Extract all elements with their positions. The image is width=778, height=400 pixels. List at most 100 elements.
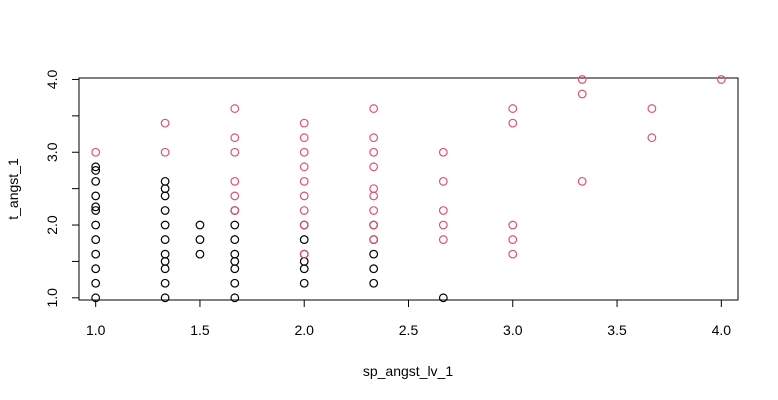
data-point	[230, 235, 240, 244]
data-point	[438, 220, 448, 230]
data-point	[577, 75, 587, 84]
y-tick-label: 3.0	[44, 142, 60, 162]
data-point	[299, 264, 309, 274]
x-tick-label: 2.0	[294, 322, 314, 338]
data-point	[577, 176, 587, 186]
x-tick-label: 1.0	[86, 322, 106, 338]
data-point	[160, 147, 170, 157]
data-point	[230, 249, 240, 259]
x-axis: 1.0 1.5 2.0 2.5 3.0 3.5 4.0	[86, 299, 732, 338]
data-point	[369, 278, 379, 288]
data-point	[438, 176, 448, 186]
data-point	[369, 249, 379, 259]
data-point	[299, 278, 309, 288]
data-point	[91, 264, 101, 274]
data-point	[230, 278, 240, 288]
data-point	[438, 206, 448, 215]
x-tick-label: 4.0	[712, 322, 732, 338]
data-point	[160, 257, 170, 266]
data-point	[91, 166, 101, 175]
data-point	[369, 235, 379, 244]
data-point	[195, 235, 205, 244]
data-point	[299, 220, 309, 230]
data-point	[299, 235, 309, 244]
data-point	[299, 176, 309, 186]
data-point	[160, 184, 170, 194]
data-point	[91, 202, 101, 212]
data-point	[230, 206, 240, 215]
data-point	[230, 264, 240, 274]
data-point	[299, 206, 309, 215]
data-point	[195, 220, 205, 230]
data-point	[438, 147, 448, 157]
data-point	[716, 75, 726, 84]
data-point	[91, 147, 101, 157]
plot-box	[78, 77, 739, 301]
data-point	[230, 191, 240, 201]
x-tick-label: 1.5	[190, 322, 210, 338]
x-tick-label: 3.0	[503, 322, 523, 338]
data-point	[230, 220, 240, 230]
data-point	[230, 133, 240, 143]
data-point	[91, 206, 101, 215]
data-point	[299, 249, 309, 259]
data-point	[160, 293, 170, 303]
data-point	[91, 278, 101, 288]
data-points	[91, 75, 726, 303]
y-tick-label: 1.0	[44, 288, 60, 308]
data-point	[577, 89, 587, 99]
data-point	[299, 118, 309, 128]
data-point	[230, 293, 240, 303]
data-point	[299, 257, 309, 266]
data-point	[195, 249, 205, 259]
y-tick-label: 2.0	[44, 215, 60, 235]
data-point	[438, 235, 448, 244]
data-point	[369, 220, 379, 230]
data-point	[299, 133, 309, 143]
data-point	[369, 162, 379, 172]
x-tick-label: 3.5	[607, 322, 627, 338]
data-point	[160, 264, 170, 274]
data-point	[508, 104, 518, 113]
data-point	[369, 133, 379, 143]
data-point	[91, 191, 101, 201]
data-point	[647, 104, 657, 113]
data-point	[230, 176, 240, 186]
data-point	[369, 147, 379, 157]
data-point	[369, 206, 379, 215]
y-axis: 1.0 2.0 3.0 4.0	[44, 70, 80, 308]
data-point	[91, 249, 101, 259]
data-point	[91, 162, 101, 172]
data-point	[299, 147, 309, 157]
x-axis-title: sp_angst_lv_1	[363, 363, 454, 379]
data-point	[369, 191, 379, 201]
data-point	[160, 249, 170, 259]
data-point	[369, 184, 379, 194]
data-point	[230, 257, 240, 266]
data-point	[230, 147, 240, 157]
data-point	[299, 162, 309, 172]
data-point	[160, 235, 170, 244]
data-point	[369, 104, 379, 113]
data-point	[230, 104, 240, 113]
data-point	[91, 220, 101, 230]
data-point	[160, 220, 170, 230]
data-point	[160, 206, 170, 215]
data-point	[508, 118, 518, 128]
data-point	[299, 191, 309, 201]
data-point	[508, 220, 518, 230]
data-point	[508, 235, 518, 244]
data-point	[91, 176, 101, 186]
data-point	[160, 278, 170, 288]
y-tick-label: 4.0	[44, 70, 60, 90]
data-point	[160, 118, 170, 128]
data-point	[508, 249, 518, 259]
data-point	[369, 264, 379, 274]
data-point	[438, 293, 448, 303]
x-tick-label: 2.5	[399, 322, 419, 338]
data-point	[160, 176, 170, 186]
data-point	[647, 133, 657, 143]
data-point	[160, 191, 170, 201]
